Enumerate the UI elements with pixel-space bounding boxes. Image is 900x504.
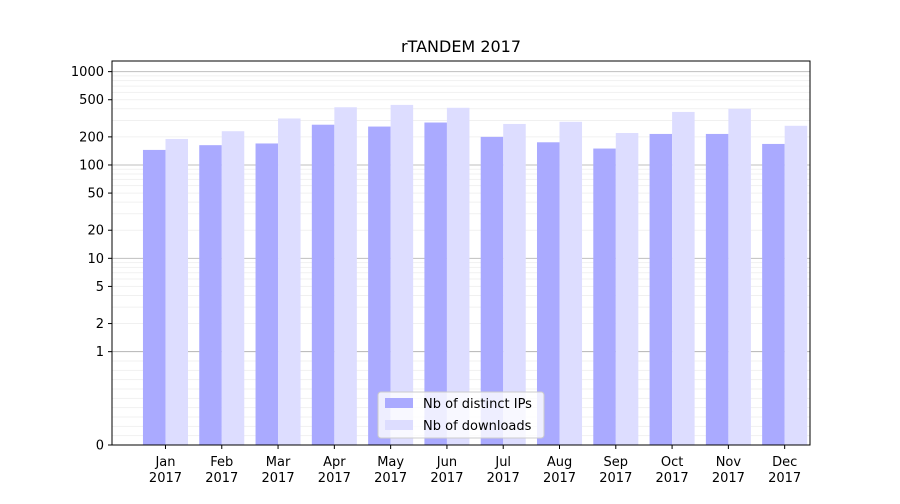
legend-swatch-downloads — [385, 420, 413, 430]
bar-distinct-ips — [368, 126, 391, 445]
bar-distinct-ips — [593, 148, 616, 445]
bar-downloads — [728, 108, 751, 445]
x-tick-label: Jan 2017 — [149, 455, 182, 486]
x-tick-label: Mar 2017 — [262, 455, 295, 486]
axes: 0 1 2 5 10 20 50 100 200 500 1000 Jan 2017 Feb 2017 Mar… — [71, 60, 811, 486]
bar-downloads — [278, 118, 301, 446]
x-tick-label: Apr 2017 — [318, 455, 351, 486]
y-tick-label: 10 — [87, 252, 104, 267]
y-tick-label: 5 — [96, 280, 104, 295]
x-tick-label: Jul 2017 — [487, 455, 520, 486]
bar-distinct-ips — [536, 142, 560, 445]
bar-distinct-ips — [762, 143, 785, 445]
y-tick-label: 2 — [96, 317, 104, 332]
y-tick-label: 200 — [79, 130, 104, 145]
legend-swatch-ips — [385, 398, 413, 408]
bar-distinct-ips — [705, 133, 729, 445]
bar-downloads — [615, 133, 639, 445]
y-tick-label: 500 — [79, 93, 104, 108]
x-tick-label: Dec 2017 — [768, 455, 801, 486]
y-tick-label: 1 — [96, 345, 104, 360]
bar-distinct-ips — [649, 133, 673, 445]
x-tick-label: Jun 2017 — [430, 455, 463, 486]
x-tick-label: May 2017 — [374, 455, 407, 486]
bar-distinct-ips — [142, 149, 166, 445]
chart-title: rTANDEM 2017 — [401, 37, 521, 56]
bar-downloads — [334, 107, 357, 445]
bar-downloads — [784, 125, 808, 446]
bar-downloads — [221, 131, 245, 445]
bar-distinct-ips — [424, 122, 447, 445]
bar-downloads — [672, 111, 695, 445]
y-tick-label: 100 — [79, 158, 104, 173]
x-tick-label: Feb 2017 — [205, 455, 238, 486]
bar-downloads — [559, 121, 583, 445]
plot-frame — [111, 60, 811, 446]
legend-box — [377, 391, 545, 439]
x-tick-label: Oct 2017 — [656, 455, 689, 486]
y-tick-label: 1000 — [71, 65, 104, 80]
legend: Nb of distinct IPs Nb of downloads — [377, 391, 545, 439]
bars — [142, 104, 808, 446]
x-tick-label: Aug 2017 — [543, 455, 576, 486]
x-tick-label: Nov 2017 — [712, 455, 745, 486]
bar-distinct-ips — [255, 143, 279, 445]
legend-label-downloads: Nb of downloads — [423, 419, 532, 434]
y-tick-label: 0 — [96, 439, 104, 454]
x-tick-label: Sep 2017 — [599, 455, 632, 486]
y-tick-label: 50 — [87, 187, 104, 202]
bar-downloads — [390, 104, 414, 446]
bar-downloads — [446, 107, 470, 445]
bar-downloads — [165, 138, 188, 446]
y-tick-label: 20 — [87, 224, 104, 239]
bar-distinct-ips — [480, 136, 504, 445]
bar-downloads — [503, 123, 526, 445]
bar-distinct-ips — [199, 145, 222, 445]
legend-label-ips: Nb of distinct IPs — [423, 397, 532, 412]
bar-distinct-ips — [311, 124, 335, 445]
